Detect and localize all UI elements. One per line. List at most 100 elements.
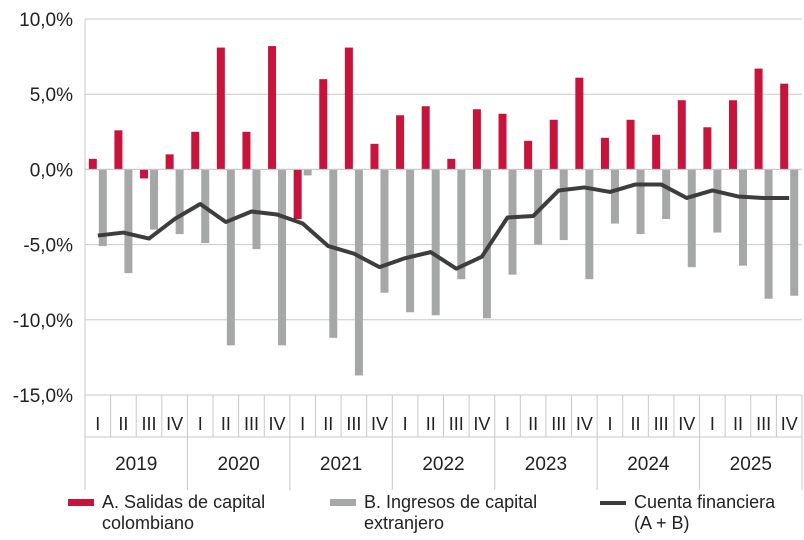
x-tick-label: I: [300, 414, 305, 434]
bar-salidas: [524, 140, 533, 170]
legend-label: Cuenta financiera: [634, 492, 776, 512]
y-tick-label: 5,0%: [30, 85, 73, 106]
y-tick-label: 0,0%: [30, 160, 73, 181]
bar-ingresos: [764, 169, 773, 299]
bar-salidas: [626, 119, 635, 170]
bar-salidas: [216, 47, 225, 170]
year-label: 2020: [218, 454, 260, 475]
x-tick-label: II: [733, 414, 743, 434]
y-tick-label: -5,0%: [23, 236, 73, 257]
year-label: 2019: [115, 454, 157, 475]
bar-salidas: [114, 130, 123, 170]
bar-ingresos: [636, 169, 645, 235]
bar-salidas: [549, 119, 558, 170]
bar-ingresos: [457, 169, 466, 280]
bar-salidas: [293, 169, 302, 220]
y-tick-label: -10,0%: [13, 311, 73, 332]
bar-salidas: [421, 106, 430, 170]
bar-ingresos: [303, 169, 312, 176]
legend-label: colombiano: [102, 513, 195, 533]
bar-ingresos: [98, 169, 107, 247]
legend-label: extranjero: [364, 513, 445, 533]
bar-ingresos: [738, 169, 747, 266]
bar-salidas: [370, 143, 379, 170]
bar-ingresos: [406, 169, 415, 313]
legend-swatch-salidas: [68, 499, 94, 506]
bar-ingresos: [431, 169, 440, 316]
year-label: 2024: [627, 454, 670, 475]
bar-salidas: [780, 83, 789, 170]
x-tick-label: II: [118, 414, 128, 434]
bar-ingresos: [559, 169, 568, 241]
bar-salidas: [728, 100, 737, 170]
bar-salidas: [319, 79, 328, 170]
bar-ingresos: [150, 169, 159, 230]
legend-item-ingresos: B. Ingresos de capital extranjero: [330, 492, 537, 534]
bar-salidas: [677, 100, 686, 170]
bar-salidas: [754, 68, 763, 170]
bar-salidas: [344, 47, 353, 170]
x-tick-label: IV: [166, 414, 183, 434]
bar-ingresos: [790, 169, 799, 296]
bar-ingresos: [610, 169, 619, 224]
bar-ingresos: [124, 169, 133, 274]
x-tick-label: I: [505, 414, 510, 434]
x-tick-label: IV: [576, 414, 593, 434]
bar-ingresos: [380, 169, 389, 293]
bar-salidas: [472, 109, 481, 170]
bar-ingresos: [713, 169, 722, 233]
bar-ingresos: [482, 169, 491, 319]
x-tick-label: III: [654, 414, 669, 434]
x-tick-label: I: [198, 414, 203, 434]
line-cuenta-financiera: [97, 182, 790, 271]
bar-ingresos: [508, 169, 517, 275]
bar-salidas: [447, 158, 456, 170]
legend-label: B. Ingresos de capital: [364, 492, 538, 512]
x-tick-label: I: [607, 414, 612, 434]
legend-label: A. Salidas de capital: [102, 492, 266, 512]
y-tick-label: -15,0%: [13, 386, 73, 407]
bar-ingresos: [687, 169, 696, 268]
year-label: 2025: [730, 454, 772, 475]
x-tick-label: IV: [678, 414, 695, 434]
legend-item-salidas: A. Salidas de capital colombiano: [68, 492, 265, 534]
bar-salidas: [140, 169, 149, 179]
x-tick-label: III: [142, 414, 157, 434]
legend-item-cuenta: Cuenta financiera (A + B): [600, 492, 775, 534]
bar-salidas: [703, 127, 712, 170]
x-tick-label: III: [346, 414, 361, 434]
x-tick-label: II: [631, 414, 641, 434]
bar-ingresos: [354, 169, 363, 376]
bar-salidas: [498, 113, 507, 170]
bar-ingresos: [585, 169, 594, 280]
x-tick-label: I: [403, 414, 408, 434]
x-tick-label: IV: [781, 414, 798, 434]
bar-ingresos: [252, 169, 261, 250]
bar-ingresos: [175, 169, 184, 235]
x-tick-label: IV: [269, 414, 286, 434]
bar-ingresos: [329, 169, 338, 338]
year-label: 2021: [320, 454, 362, 475]
chart-svg: 10,0%5,0%0,0%-5,0%-10,0%-15,0%I II III IV I I…: [13, 10, 803, 490]
x-tick-label: III: [551, 414, 566, 434]
bar-ingresos: [662, 169, 671, 220]
x-tick-label: II: [528, 414, 538, 434]
x-tick-label: III: [449, 414, 464, 434]
bar-salidas: [191, 131, 200, 170]
bar-salidas: [268, 46, 277, 170]
x-tick-label: II: [426, 414, 436, 434]
x-tick-label: III: [244, 414, 259, 434]
x-tick-label: III: [756, 414, 771, 434]
x-tick-label: I: [95, 414, 100, 434]
bar-ingresos: [534, 169, 543, 245]
bar-salidas: [396, 115, 405, 170]
bar-ingresos: [226, 169, 235, 346]
x-tick-label: II: [323, 414, 333, 434]
x-tick-label: IV: [371, 414, 388, 434]
year-label: 2022: [422, 454, 464, 475]
bar-salidas: [88, 158, 97, 170]
x-tick-label: IV: [473, 414, 490, 434]
bar-salidas: [575, 77, 584, 170]
bar-salidas: [600, 137, 609, 170]
year-label: 2023: [525, 454, 567, 475]
